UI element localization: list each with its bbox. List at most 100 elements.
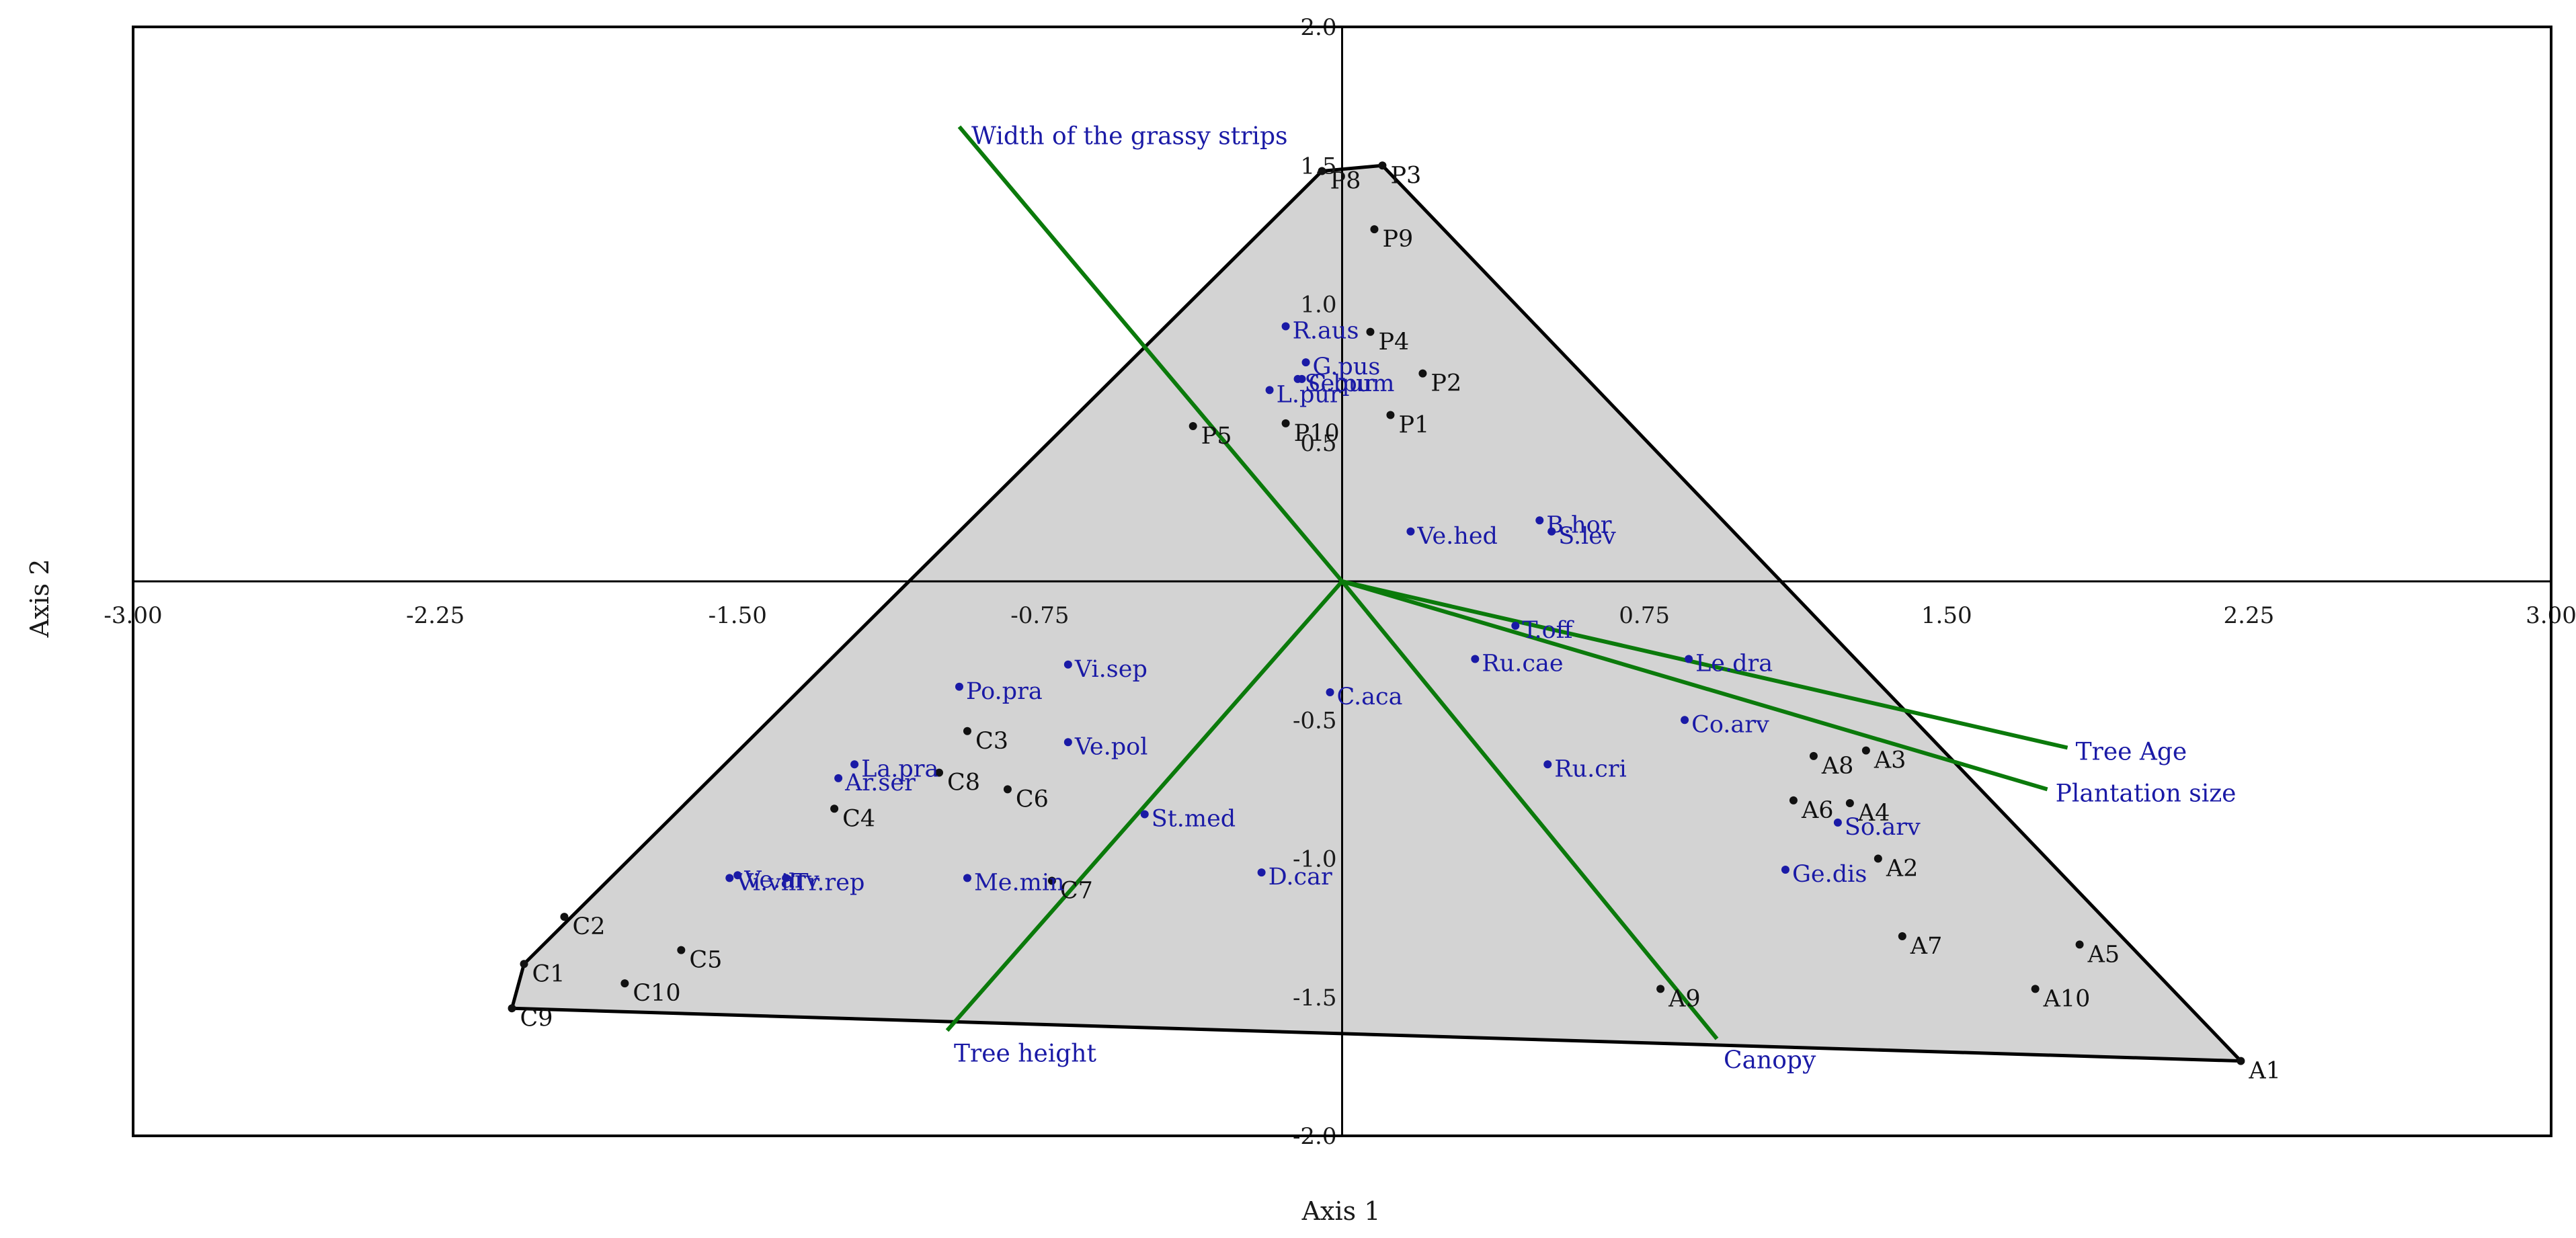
species-point [1543,760,1552,769]
species-point [782,874,791,882]
vector-label: Canopy [1724,1047,1816,1075]
species-label: Ve.arv [743,866,819,893]
site-label: A3 [1874,747,1906,774]
species-point [1781,866,1789,874]
site-point [2237,1057,2245,1065]
species-label: Ve.hed [1416,523,1498,550]
species-label: La.pra [861,755,938,782]
site-point [1898,932,1906,940]
species-point [1511,622,1520,630]
species-point [1063,660,1072,669]
species-label: Vi.vil [735,869,796,896]
species-label: B.hor [1546,511,1611,538]
site-point [1047,876,1056,885]
site-point [963,727,971,735]
species-label: Le.dra [1695,651,1773,677]
site-point [677,946,686,954]
site-point [1656,985,1665,993]
site-label: P2 [1431,370,1461,397]
site-label: C3 [975,728,1008,755]
site-point [1281,419,1290,427]
species-point [1301,358,1310,367]
site-label: C6 [1016,786,1049,813]
x-tick-label: -1.50 [709,602,767,629]
site-label: P5 [1201,423,1232,450]
site-point [508,1004,516,1013]
site-label: P8 [1330,168,1361,195]
site-label: A10 [2043,985,2091,1012]
x-tick-label: -0.75 [1010,602,1069,629]
site-label: P9 [1382,226,1413,253]
site-point [1003,785,1012,794]
species-point [1535,516,1544,525]
site-point [1809,751,1818,760]
species-label: S.lev [1558,523,1616,550]
site-label: A8 [1821,753,1854,780]
species-label: So.arv [1845,814,1921,841]
site-point [1861,746,1870,755]
site-point [620,979,629,988]
site-point [1366,327,1375,336]
species-label: R.aus [1293,318,1359,345]
site-point [520,960,528,968]
site-label: A2 [1886,856,1919,882]
site-label: P4 [1378,329,1409,356]
site-label: P3 [1390,162,1421,189]
species-label: Tr.rep [793,869,864,896]
y-tick-label: 0.5 [1300,430,1336,457]
vector-line [1340,580,1719,1040]
species-point [850,760,859,769]
species-point [725,874,734,882]
x-axis-title: Axis 1 [1301,1196,1381,1226]
species-point [1685,655,1693,663]
species-label: Ru.cae [1482,651,1563,677]
species-point [1265,386,1274,395]
species-label: Me.min [974,869,1065,896]
vector-line [1341,579,2068,750]
species-label: Ar.ser [844,770,916,796]
site-label: C1 [532,960,565,987]
species-label: Ge.dis [1792,861,1867,888]
species-label: Se.pum [1305,370,1395,397]
convex-hull-polygon [510,163,2245,1063]
site-point [1386,411,1395,419]
species-point [1140,810,1149,819]
site-label: P1 [1398,412,1429,439]
site-label: C4 [842,805,875,832]
species-point [1257,868,1266,877]
species-point [733,871,742,880]
site-label: A6 [1801,797,1834,824]
site-point [935,768,943,777]
vector-label: Width of the grassy strips [971,123,1288,151]
y-tick-label: -1.5 [1293,985,1337,1012]
species-point [963,874,971,882]
species-point [1406,527,1415,536]
species-label: C.bur [1309,370,1375,397]
species-point [1281,322,1290,331]
vector-label: Tree height [954,1040,1097,1067]
species-point [1063,738,1072,747]
species-point [1681,716,1689,725]
site-label: A5 [2087,941,2120,968]
site-point [1418,369,1427,378]
y-tick-label: -1.0 [1293,846,1337,873]
y-axis-title: Axis 2 [25,559,54,638]
vector-line [1341,579,2048,792]
species-point [1326,688,1334,696]
x-tick-label: 0.75 [1619,602,1670,629]
species-point [1547,527,1556,536]
y-tick-label: 1.5 [1300,153,1336,179]
species-point [1297,374,1306,383]
y-tick-label: -0.5 [1293,707,1337,734]
site-point [1378,161,1387,170]
site-label: A9 [1668,985,1701,1012]
x-tick-label: 2.25 [2224,602,2275,629]
site-label: C8 [947,770,980,796]
site-point [1789,796,1798,804]
convex-hull-layer [510,163,2245,1063]
species-label: D.car [1269,864,1332,891]
species-point [1833,818,1842,827]
